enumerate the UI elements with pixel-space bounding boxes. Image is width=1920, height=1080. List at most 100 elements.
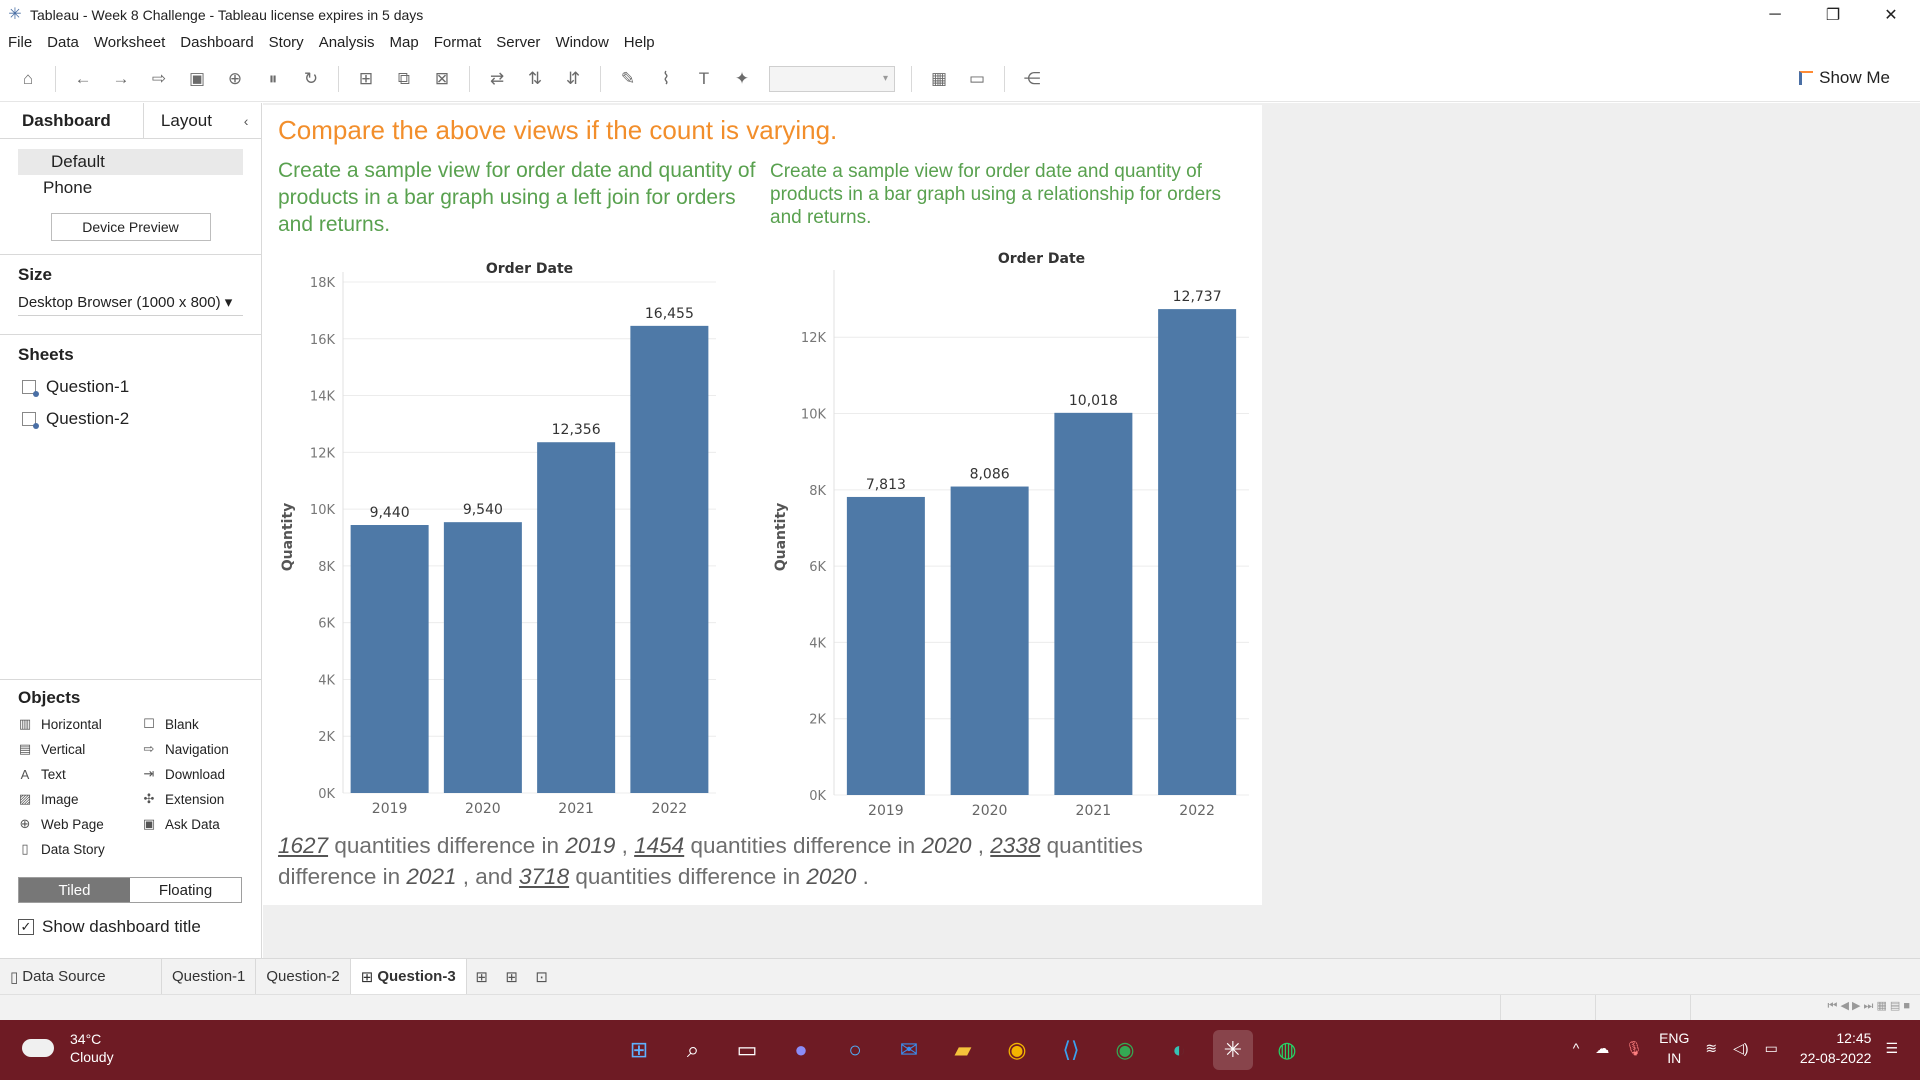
show-me-button[interactable]: Show Me <box>1799 68 1890 88</box>
database-icon: ▯ <box>10 968 19 986</box>
redo-icon[interactable]: → <box>112 68 130 88</box>
sheet-item-question-1[interactable]: Question-1 <box>0 371 261 403</box>
vscode-icon[interactable]: ⟨⟩ <box>1062 1037 1080 1062</box>
object-vertical[interactable]: ▤ Vertical <box>18 739 142 759</box>
tab-dashboard[interactable]: Dashboard <box>0 103 144 138</box>
new-datasource-icon[interactable]: ⊕ <box>227 68 243 88</box>
tab-question-1[interactable]: Question-1 <box>162 958 257 995</box>
clock[interactable]: 12:45 22-08-2022 <box>1800 1028 1872 1068</box>
close-button[interactable]: ✕ <box>1884 7 1898 24</box>
toolbar-divider <box>469 65 470 92</box>
menu-help[interactable]: Help <box>623 33 655 51</box>
y-tick-label: 18K <box>310 276 336 291</box>
object-image[interactable]: ▨ Image <box>18 789 142 809</box>
relationship-bar-chart[interactable]: Quantity Order Date 0K 2K 4K 6K 8K 10K 12K 7,813 2… <box>768 240 1258 925</box>
object-download[interactable]: ⇥ Download <box>142 764 266 784</box>
microphone-icon[interactable]: 🎙 <box>1625 1039 1644 1056</box>
tiled-option[interactable]: Tiled <box>19 878 130 902</box>
floating-option[interactable]: Floating <box>158 881 213 899</box>
object-blank[interactable]: ☐ Blank <box>142 714 266 734</box>
task-view-icon[interactable]: ▭ <box>736 1037 758 1062</box>
y-tick-label: 2K <box>318 730 335 745</box>
file-explorer-icon[interactable]: ▰ <box>954 1037 972 1062</box>
tableau-taskbar-icon[interactable]: ✳ <box>1213 1030 1253 1070</box>
minimize-button[interactable]: ─ <box>1769 6 1781 23</box>
checkbox-checked-icon[interactable]: ✓ <box>18 919 34 935</box>
swap-icon[interactable]: ⇄ <box>489 68 505 88</box>
chrome-profile-icon[interactable]: ◉ <box>1115 1037 1135 1062</box>
new-dashboard-tab-icon[interactable]: ⊞ <box>505 968 518 986</box>
sort-desc-icon[interactable]: ⇵ <box>565 68 581 88</box>
highlight-icon[interactable]: ✎ <box>620 68 636 88</box>
collapse-pane-icon[interactable]: ‹ <box>243 112 249 129</box>
undo-icon[interactable]: ← <box>74 68 92 88</box>
tab-data-source[interactable]: ▯ Data Source <box>0 958 162 995</box>
sort-asc-icon[interactable]: ⇅ <box>527 68 543 88</box>
replay-icon[interactable]: ⇨ <box>151 68 167 88</box>
menu-story[interactable]: Story <box>268 33 304 51</box>
start-icon[interactable]: ⊞ <box>629 1037 649 1062</box>
teams-chat-icon[interactable]: ● <box>794 1037 808 1062</box>
tab-question-3[interactable]: ⊞ Question-3 <box>350 958 467 995</box>
mail-icon[interactable]: ✉ <box>899 1037 919 1062</box>
object-ask-data[interactable]: ▣ Ask Data <box>142 814 266 834</box>
language-indicator[interactable]: ENG IN <box>1659 1028 1689 1068</box>
clear-icon[interactable]: ⊠ <box>434 68 450 88</box>
notifications-icon[interactable]: ☰ <box>1885 1039 1898 1056</box>
battery-icon[interactable]: ▭ <box>1764 1039 1778 1056</box>
label-icon[interactable]: T <box>698 68 710 88</box>
size-dropdown[interactable]: Desktop Browser (1000 x 800) ▾ <box>18 293 243 316</box>
menu-analysis[interactable]: Analysis <box>318 33 375 51</box>
tab-question-2[interactable]: Question-2 <box>256 958 351 995</box>
share-icon[interactable]: ⋲ <box>1023 68 1041 88</box>
device-preview-button[interactable]: Device Preview <box>50 213 211 241</box>
menu-window[interactable]: Window <box>555 33 609 51</box>
new-story-tab-icon[interactable]: ⊡ <box>535 968 548 986</box>
device-default[interactable]: Default <box>18 149 243 175</box>
new-worksheet-tab-icon[interactable]: ⊞ <box>475 968 488 986</box>
presentation-icon[interactable]: ▭ <box>968 68 986 88</box>
device-phone[interactable]: Phone <box>43 178 93 197</box>
show-cards-icon[interactable]: ▦ <box>930 68 948 88</box>
show-hidden-icons-icon[interactable]: ^ <box>1572 1040 1580 1056</box>
object-data-story[interactable]: ▯ Data Story <box>18 839 142 859</box>
save-icon[interactable]: ▣ <box>188 68 206 88</box>
status-cells <box>1500 995 1785 1021</box>
menu-file[interactable]: File <box>8 33 33 51</box>
wifi-icon[interactable]: ≋ <box>1705 1039 1718 1056</box>
object-extension[interactable]: ✣ Extension <box>142 789 266 809</box>
object-text[interactable]: A Text <box>18 764 142 784</box>
sheet-navigation-controls[interactable]: ⏮ ◀ ▶ ⏭ ▦ ▤ ■ <box>1827 1000 1911 1012</box>
object-navigation[interactable]: ⇨ Navigation <box>142 739 266 759</box>
fit-combo[interactable]: ▾ <box>769 65 895 92</box>
restore-button[interactable]: ❐ <box>1825 7 1841 24</box>
menu-format[interactable]: Format <box>433 33 482 51</box>
menu-worksheet[interactable]: Worksheet <box>93 33 166 51</box>
whatsapp-icon[interactable]: ◍ <box>1277 1037 1297 1062</box>
volume-icon[interactable]: ◁) <box>1733 1039 1749 1056</box>
show-dashboard-title-toggle[interactable]: ✓ Show dashboard title <box>18 917 262 937</box>
cortana-icon[interactable]: ○ <box>848 1037 862 1062</box>
new-worksheet-icon[interactable]: ⊞ <box>358 68 374 88</box>
menu-server[interactable]: Server <box>496 33 541 51</box>
refresh-icon[interactable]: ↻ <box>303 68 319 88</box>
sheet-item-question-2[interactable]: Question-2 <box>0 403 261 435</box>
search-icon[interactable]: ⌕ <box>686 1037 700 1062</box>
tab-layout[interactable]: Layout <box>143 103 232 138</box>
object-web-page[interactable]: ⊕ Web Page <box>18 814 142 834</box>
left-join-bar-chart[interactable]: Quantity Order Date 0K 2K 4K 6K 8K 10K 12K 14K 16K… <box>275 250 755 925</box>
group-icon[interactable]: ⌇ <box>661 68 671 88</box>
onedrive-icon[interactable]: ☁ <box>1595 1039 1610 1056</box>
object-horizontal[interactable]: ▥ Horizontal <box>18 714 142 734</box>
weather-widget[interactable]: 34°C Cloudy <box>22 1030 114 1066</box>
home-icon[interactable]: ⌂ <box>22 68 34 88</box>
chrome-icon[interactable]: ◉ <box>1007 1037 1027 1062</box>
menu-map[interactable]: Map <box>389 33 419 51</box>
pin-icon[interactable]: ✦ <box>734 68 750 88</box>
y-tick-label: 16K <box>310 333 336 348</box>
menu-data[interactable]: Data <box>47 33 79 51</box>
edge-icon[interactable]: ◐ <box>1172 1037 1186 1062</box>
menu-dashboard[interactable]: Dashboard <box>180 33 254 51</box>
duplicate-icon[interactable]: ⧉ <box>397 68 411 88</box>
pause-updates-icon[interactable]: ⏸ <box>268 68 278 88</box>
